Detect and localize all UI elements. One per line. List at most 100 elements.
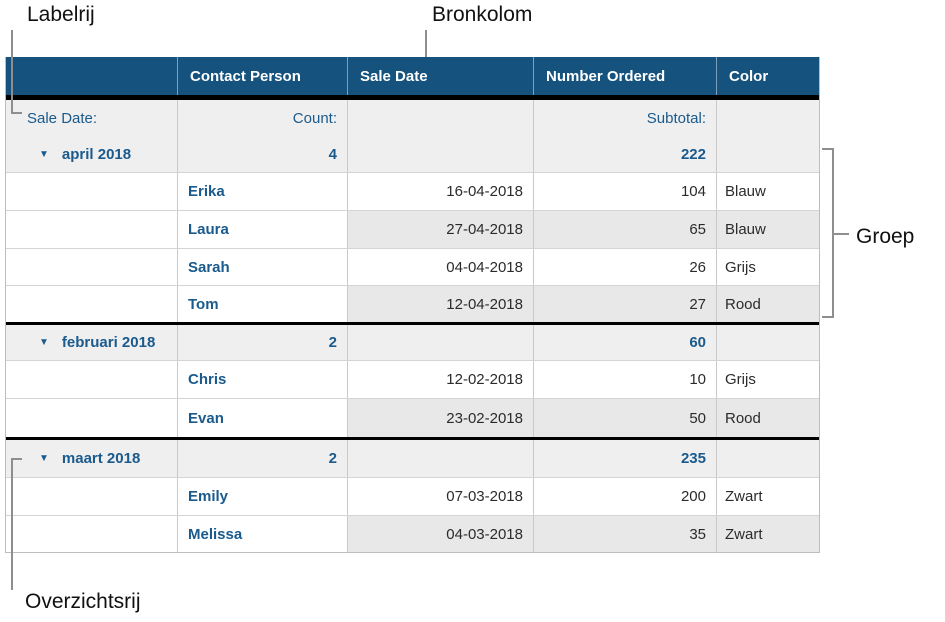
table-row: Evan 23-02-2018 50 Rood xyxy=(6,398,819,437)
group-name: april 2018 xyxy=(61,146,132,163)
date-cell[interactable]: 07-03-2018 xyxy=(348,478,534,515)
number-cell[interactable]: 27 xyxy=(534,286,717,322)
contact-cell[interactable]: Erika xyxy=(178,173,348,210)
header-divider xyxy=(6,95,819,100)
color-cell[interactable]: Grijs xyxy=(725,371,756,388)
header-cell-category[interactable] xyxy=(6,57,178,95)
categorized-table: Contact Person Sale Date Number Ordered … xyxy=(5,57,820,553)
disclosure-triangle-icon[interactable]: ▼ xyxy=(39,452,49,464)
label-row-empty-cell[interactable] xyxy=(717,100,819,137)
group-count-cell[interactable]: 4 xyxy=(178,137,348,172)
number-cell[interactable]: 65 xyxy=(534,211,717,248)
group-divider xyxy=(6,322,819,325)
callout-group-bracket-mid-tick xyxy=(832,233,849,235)
date-cell[interactable]: 27-04-2018 xyxy=(348,211,534,248)
contact-cell[interactable]: Evan xyxy=(178,399,348,437)
group-divider xyxy=(6,437,819,440)
category-cell[interactable] xyxy=(6,361,178,398)
table-row: Laura 27-04-2018 65 Blauw xyxy=(6,210,819,248)
category-cell[interactable] xyxy=(6,516,178,552)
group-empty-cell[interactable] xyxy=(348,137,534,172)
header-cell-color[interactable]: Color xyxy=(729,67,769,85)
label-row-subtotal-cell[interactable]: Subtotal: xyxy=(534,100,717,137)
table-row: Tom 12-04-2018 27 Rood xyxy=(6,285,819,322)
callout-summary-row-line xyxy=(11,458,13,590)
table-row: Erika 16-04-2018 104 Blauw xyxy=(6,172,819,210)
group-empty-cell[interactable] xyxy=(717,440,819,477)
number-cell[interactable]: 50 xyxy=(534,399,717,437)
group-empty-cell[interactable] xyxy=(348,440,534,477)
header-cell-sale-date[interactable]: Sale Date xyxy=(348,57,534,95)
group-empty-cell[interactable] xyxy=(717,137,819,172)
color-cell[interactable]: Blauw xyxy=(717,211,819,248)
number-cell[interactable]: 10 xyxy=(534,361,717,398)
callout-label-row-line-foot xyxy=(11,112,22,114)
group-subtotal-cell[interactable]: 60 xyxy=(534,325,717,360)
color-cell[interactable]: Rood xyxy=(717,286,819,322)
disclosure-triangle-icon[interactable]: ▼ xyxy=(39,148,49,160)
group-summary-row: ▼ april 2018 4 222 xyxy=(6,137,819,172)
date-cell[interactable]: 04-04-2018 xyxy=(348,249,534,285)
group-subtotal-cell[interactable]: 235 xyxy=(534,440,717,477)
number-cell[interactable]: 200 xyxy=(534,478,717,515)
label-row-category-cell[interactable]: Sale Date: xyxy=(6,100,178,137)
header-row: Contact Person Sale Date Number Ordered … xyxy=(6,57,819,95)
group-name: maart 2018 xyxy=(61,450,141,467)
callout-label-row-line xyxy=(11,30,13,114)
category-cell[interactable] xyxy=(6,399,178,437)
contact-cell[interactable]: Tom xyxy=(178,286,348,322)
group-empty-cell[interactable] xyxy=(717,325,819,360)
callout-group: Groep xyxy=(856,225,915,248)
callout-group-bracket-bottom-tick xyxy=(822,316,834,318)
color-cell[interactable]: Grijs xyxy=(725,258,756,276)
date-cell[interactable]: 04-03-2018 xyxy=(348,516,534,552)
group-category-cell[interactable]: ▼ april 2018 xyxy=(6,137,178,172)
contact-cell[interactable]: Chris xyxy=(178,361,348,398)
category-cell[interactable] xyxy=(6,478,178,515)
callout-summary-row: Overzichtsrij xyxy=(25,590,141,613)
contact-cell[interactable]: Sarah xyxy=(178,249,348,285)
group-count-cell[interactable]: 2 xyxy=(178,325,348,360)
date-cell[interactable]: 12-04-2018 xyxy=(348,286,534,322)
table-row: Melissa 04-03-2018 35 Zwart xyxy=(6,515,819,552)
color-cell[interactable]: Rood xyxy=(717,399,819,437)
disclosure-triangle-icon[interactable]: ▼ xyxy=(39,336,49,348)
callout-label-row: Labelrij xyxy=(27,3,95,26)
group-category-cell[interactable]: ▼ maart 2018 xyxy=(6,440,178,477)
table-row: Chris 12-02-2018 10 Grijs xyxy=(6,360,819,398)
group-subtotal-cell[interactable]: 222 xyxy=(534,137,717,172)
group-category-cell[interactable]: ▼ februari 2018 xyxy=(6,325,178,360)
callout-group-bracket-top-tick xyxy=(822,148,834,150)
number-cell[interactable]: 104 xyxy=(534,173,717,210)
table-row: Sarah 04-04-2018 26 Grijs xyxy=(6,248,819,285)
category-cell[interactable] xyxy=(6,249,178,285)
contact-cell[interactable]: Laura xyxy=(178,211,348,248)
header-cell-contact-person[interactable]: Contact Person xyxy=(178,57,348,95)
group-empty-cell[interactable] xyxy=(348,325,534,360)
contact-cell[interactable]: Emily xyxy=(178,478,348,515)
category-cell[interactable] xyxy=(6,211,178,248)
label-row: Sale Date: Count: Subtotal: xyxy=(6,100,819,137)
label-row-empty-cell[interactable] xyxy=(348,100,534,137)
callout-source-column-line xyxy=(425,30,427,57)
label-row-count-cell[interactable]: Count: xyxy=(178,100,348,137)
header-cell-number-ordered[interactable]: Number Ordered xyxy=(534,57,717,95)
group-name: februari 2018 xyxy=(61,334,156,351)
category-cell[interactable] xyxy=(6,173,178,210)
number-cell[interactable]: 26 xyxy=(534,249,717,285)
color-cell[interactable]: Zwart xyxy=(725,488,763,505)
number-cell[interactable]: 35 xyxy=(534,516,717,552)
callout-source-column: Bronkolom xyxy=(432,3,533,26)
contact-cell[interactable]: Melissa xyxy=(178,516,348,552)
group-summary-row: ▼ maart 2018 2 235 xyxy=(6,440,819,477)
group-summary-row: ▼ februari 2018 2 60 xyxy=(6,325,819,360)
color-cell[interactable]: Zwart xyxy=(717,516,819,552)
date-cell[interactable]: 16-04-2018 xyxy=(348,173,534,210)
category-cell[interactable] xyxy=(6,286,178,322)
date-cell[interactable]: 12-02-2018 xyxy=(348,361,534,398)
callout-summary-row-line-foot xyxy=(11,458,22,460)
date-cell[interactable]: 23-02-2018 xyxy=(348,399,534,437)
color-cell[interactable]: Blauw xyxy=(725,183,766,200)
group-count-cell[interactable]: 2 xyxy=(178,440,348,477)
